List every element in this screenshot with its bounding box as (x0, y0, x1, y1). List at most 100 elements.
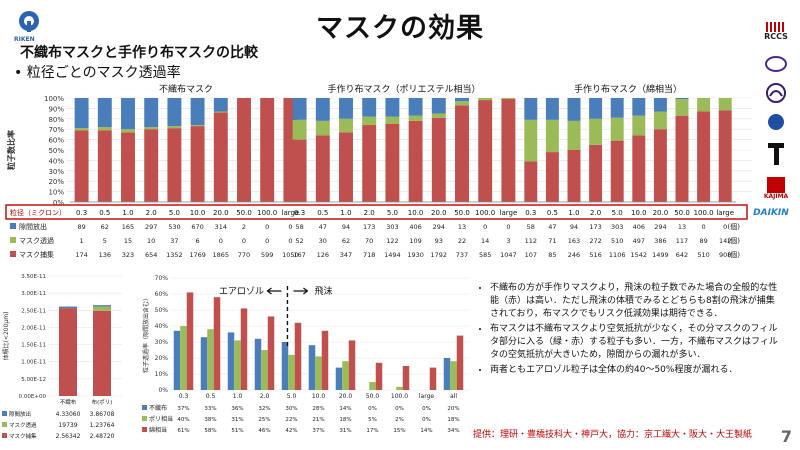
bar-segment (385, 116, 400, 124)
y-tick-label: 50% (155, 307, 169, 314)
table-cell: 0% (422, 406, 431, 412)
table-cell: 15% (393, 428, 405, 434)
table-cell: 173 (589, 223, 601, 231)
table-cell: 0% (422, 417, 431, 423)
bar-segment (408, 115, 423, 121)
bar-segment (339, 98, 353, 119)
x-tick-label: 0.3 (525, 209, 536, 217)
table-cell: 17% (366, 428, 378, 434)
x-tick-label: 100.0 (694, 209, 714, 217)
table-cell: 0 (723, 223, 727, 231)
table-cell: 62 (101, 223, 109, 231)
table-cell: 670 (191, 223, 203, 231)
bar-segment (213, 98, 228, 112)
table-cell: 1050 (282, 251, 299, 259)
y-axis-label: 体積比(<200μm) (2, 312, 10, 361)
x-tick-label: 1.0 (568, 209, 579, 217)
table-cell: 36% (231, 406, 243, 412)
table-cell: 19739 (58, 422, 77, 429)
table-cell: 5% (368, 417, 377, 423)
bar (443, 358, 451, 390)
bar (186, 292, 194, 390)
table-cell: 1 (80, 237, 84, 245)
bar-segment (478, 98, 493, 101)
table-cell: 0 (483, 223, 487, 231)
table-cell: 47 (548, 223, 556, 231)
x-tick-label: 0.3 (179, 393, 189, 400)
riken-logo: RIKEN (14, 10, 42, 43)
x-tick-label: 5.0 (169, 209, 180, 217)
page-number: 7 (780, 427, 792, 446)
table-cell: 167 (293, 251, 305, 259)
table-cell: 347 (340, 251, 352, 259)
table-cell: 18% (447, 417, 459, 423)
table-cell: 37 (170, 237, 178, 245)
note-item: 不織布の方が手作りマスクより，飛沫の粒子数でみた場合の全般的な性能（赤）は高い．… (490, 282, 783, 321)
bullet-text: 粒径ごとのマスク透過率 (26, 65, 181, 81)
x-tick-label: 5.0 (287, 393, 297, 400)
table-cell: 21% (312, 417, 324, 423)
table-cell: 58 (527, 223, 535, 231)
table-cell: 126 (317, 251, 329, 259)
table-cell: 510 (697, 251, 709, 259)
daikin-label: DAIKIN (753, 208, 789, 218)
table-cell: 174 (75, 251, 87, 259)
bar-segment (431, 98, 446, 114)
table-cell: 33% (204, 406, 216, 412)
table-cell: 1106 (609, 251, 626, 259)
bar-segment (144, 127, 159, 130)
bar-segment (362, 116, 377, 126)
legend-swatch (142, 427, 147, 432)
table-cell: 314 (215, 223, 227, 231)
table-cell: 163 (568, 237, 580, 245)
y-tick-label: 20% (48, 178, 64, 186)
bar (254, 338, 262, 390)
x-tick-label: 2.0 (260, 393, 270, 400)
bar-segment (524, 119, 538, 162)
bar-segment (121, 132, 135, 202)
bar (213, 297, 221, 390)
table-cell: 0 (219, 237, 223, 245)
table-cell: 31% (231, 417, 243, 423)
x-tick-label: 0.5 (206, 393, 216, 400)
table-cell: 58 (295, 223, 303, 231)
bar-segment (431, 117, 446, 202)
table-cell: 37% (312, 428, 324, 434)
x-tick-label: 10.0 (190, 209, 206, 217)
note-item: 布マスクは不織布マスクより空気抵抗が少なく，その分マスクのフィルタ部分に入る（緑… (490, 323, 783, 362)
bar (429, 367, 437, 390)
bar-segment (545, 152, 559, 202)
bar-segment (567, 120, 581, 150)
x-tick-label: 布(ポリ) (92, 398, 113, 406)
table-cell: 0% (395, 406, 404, 412)
unit-label: (個) (728, 236, 741, 245)
volume-ratio-chart: 3.50E-11 3.00E-11 2.50E-11 2.00E-11 1.50E-11… (2, 274, 122, 440)
x-tick-label: 20.0 (213, 209, 229, 217)
x-tick-label: 50.0 (674, 209, 690, 217)
bar (281, 342, 289, 390)
y-tick-label: 0.00E+00 (19, 394, 47, 400)
y-tick-label: 50% (48, 147, 64, 155)
table-cell: 3 (506, 237, 510, 245)
legend-swatch (2, 422, 7, 427)
table-cell: 1542 (631, 251, 648, 259)
y-tick-label: 10% (48, 189, 64, 197)
bar-segment (385, 124, 400, 202)
legend-swatch (142, 416, 147, 421)
table-cell: 737 (456, 251, 468, 259)
table-cell: 0 (242, 237, 246, 245)
y-tick-label: 1.00E-11 (21, 360, 46, 366)
table-cell: 25% (258, 417, 270, 423)
bar-segment (385, 98, 400, 117)
x-tick-label: 2.0 (364, 209, 375, 217)
table-cell: 1769 (189, 251, 206, 259)
bar-segment (675, 99, 689, 116)
bar (335, 367, 343, 390)
x-tick-label: 100.0 (475, 209, 495, 217)
bar-segment (675, 98, 689, 100)
bar (200, 337, 208, 390)
bar-segment (524, 98, 538, 120)
table-cell: 294 (433, 223, 445, 231)
table-cell: 1865 (213, 251, 230, 259)
bar-segment (697, 98, 711, 112)
